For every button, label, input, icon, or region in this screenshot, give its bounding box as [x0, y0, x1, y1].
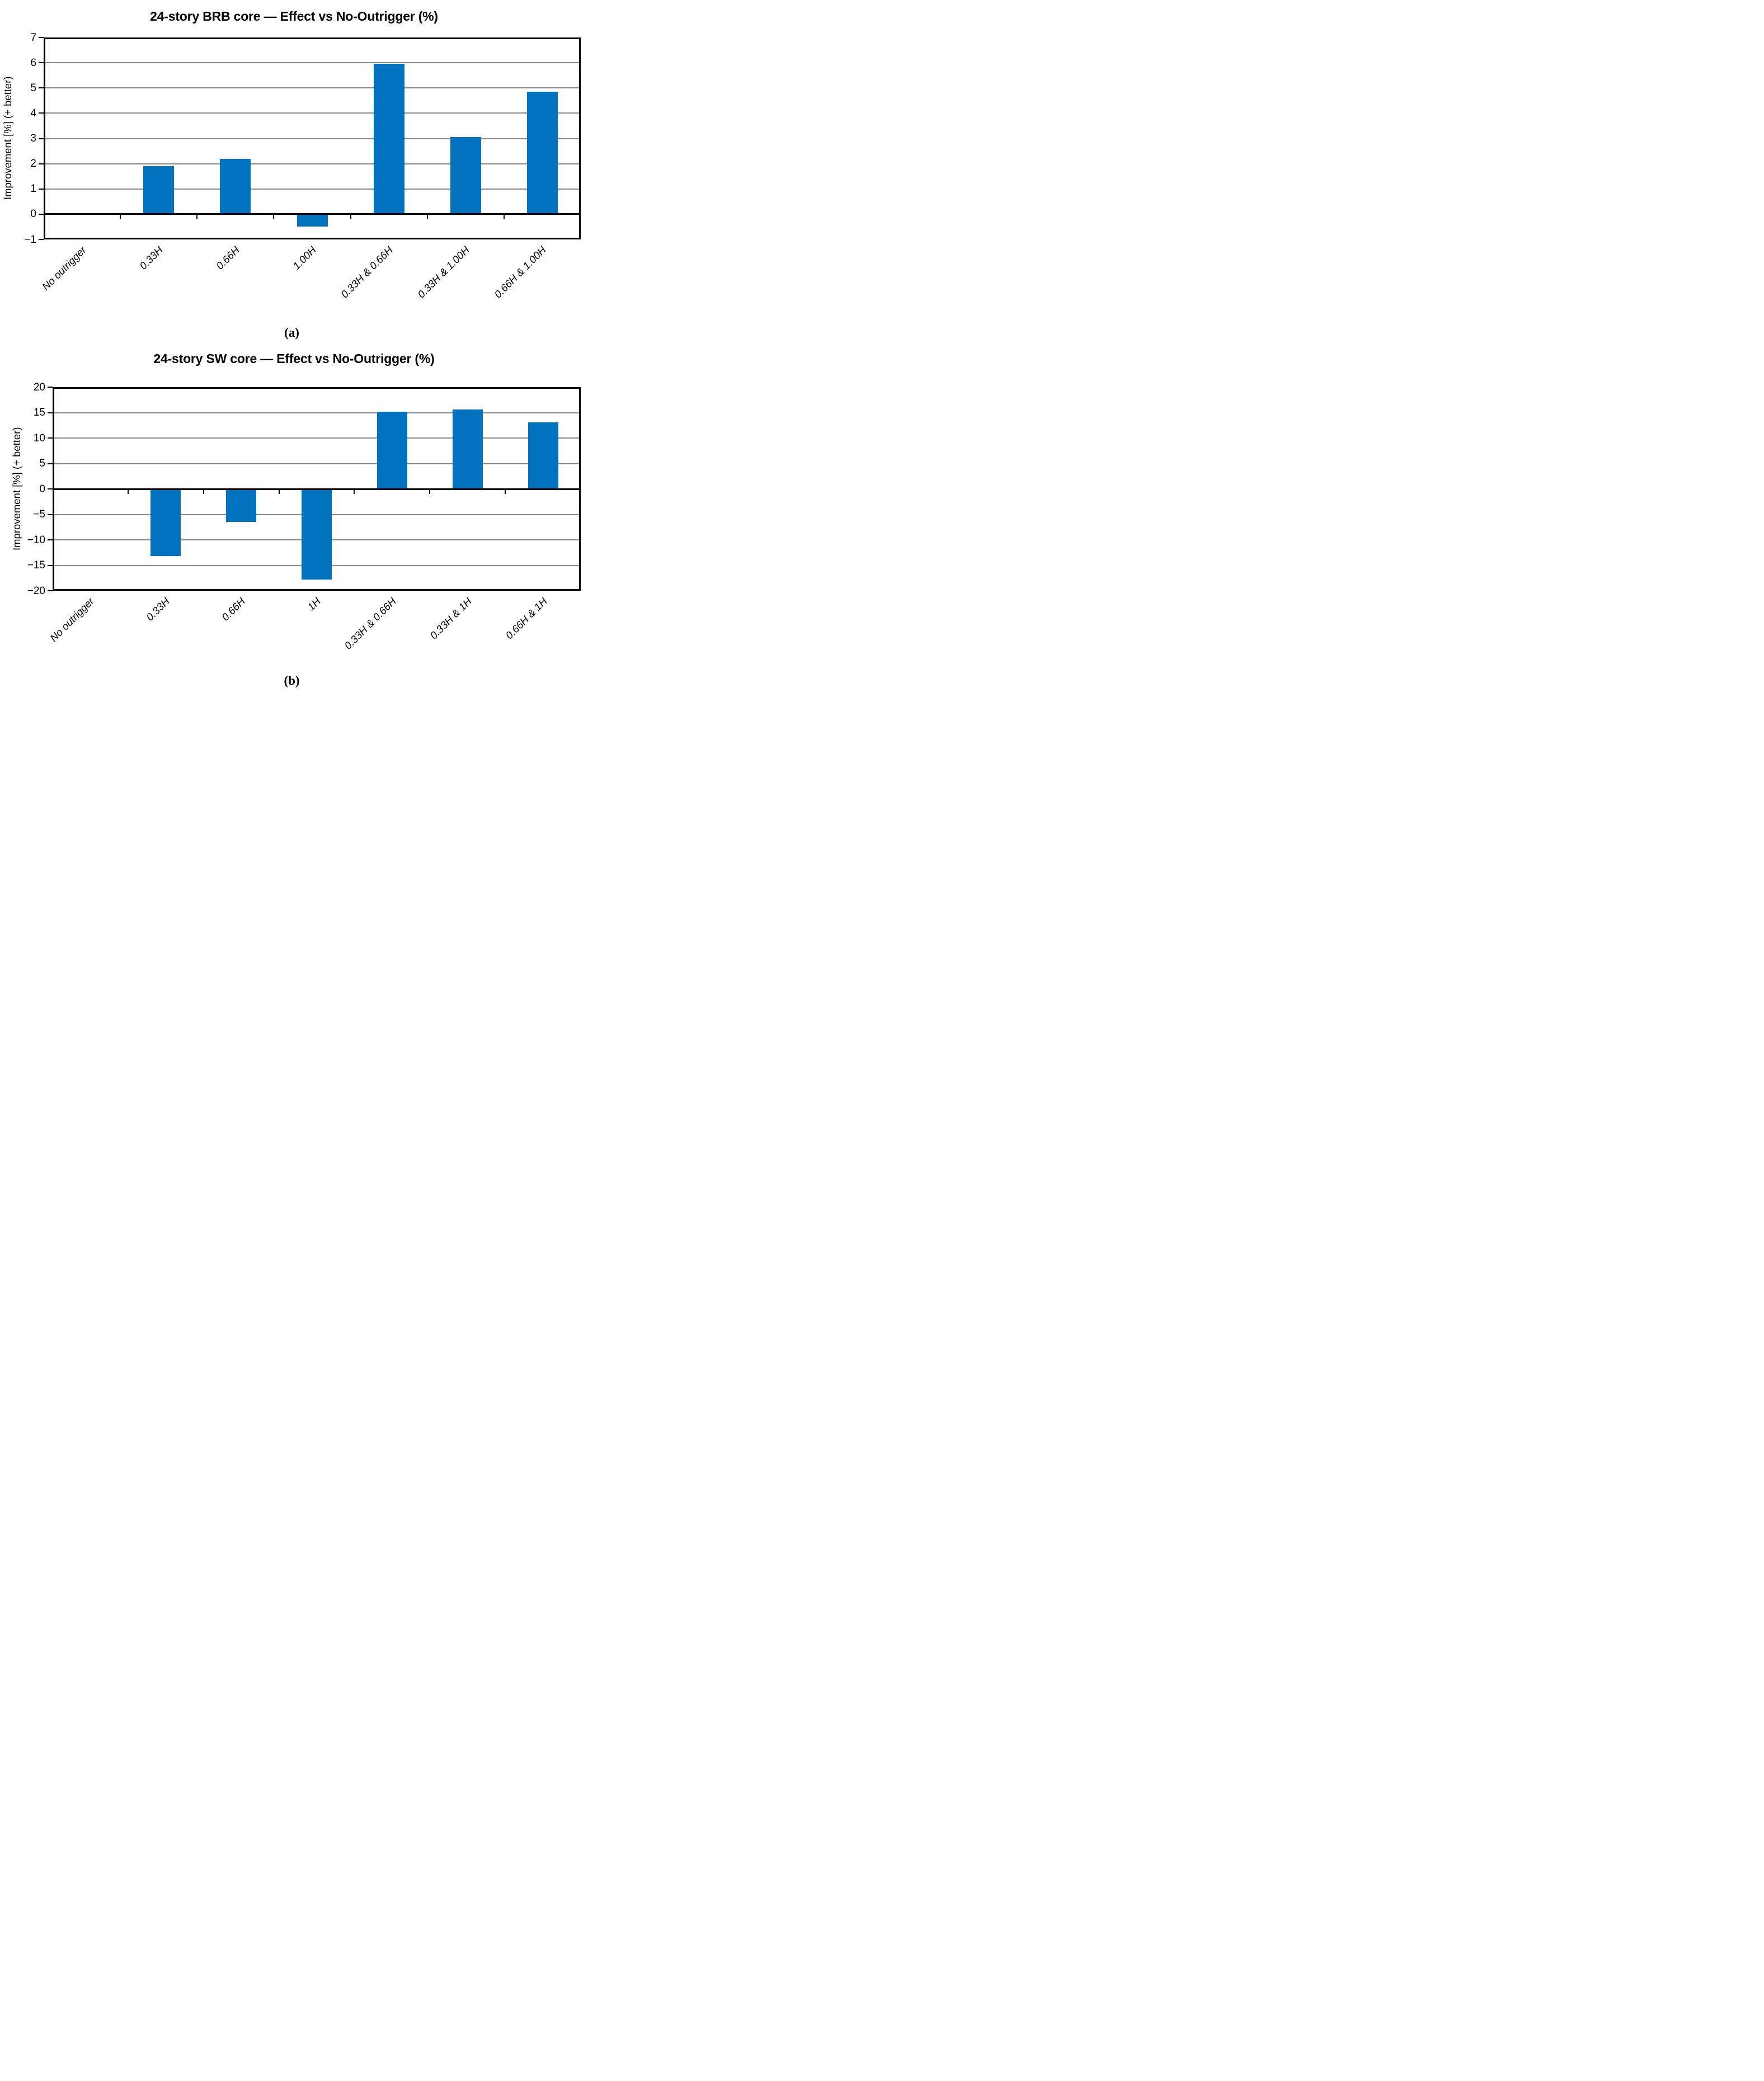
gridline	[45, 138, 579, 139]
y-axis-tick	[48, 412, 53, 413]
y-axis-tick-label: 6	[30, 57, 36, 69]
x-axis-tick	[429, 489, 431, 494]
gridline	[45, 87, 579, 89]
y-axis-tick	[39, 87, 44, 89]
y-axis-tick	[39, 163, 44, 164]
gridline	[54, 412, 579, 413]
x-axis-tick	[120, 214, 121, 219]
y-axis-tick-label: 5	[30, 82, 36, 94]
y-axis-tick	[48, 539, 53, 540]
bar-0.66H & 1H	[528, 422, 558, 489]
bar-0.66H	[226, 489, 256, 522]
y-axis-tick-label: −5	[33, 509, 45, 520]
y-axis-tick	[39, 239, 44, 240]
x-axis-category-label-text: 0.66H & 1.00H	[492, 244, 549, 300]
x-axis-tick	[203, 489, 204, 494]
chart-a-title: 24-story BRB core — Effect vs No-Outrigg…	[150, 9, 438, 23]
y-axis-tick	[48, 488, 53, 489]
y-axis-tick	[48, 387, 53, 388]
gridline	[54, 463, 579, 464]
y-axis-tick-label: 7	[30, 31, 36, 44]
bar-0.66H	[220, 158, 251, 214]
y-axis-tick-label: −1	[24, 233, 36, 246]
y-axis-tick-label: 0	[30, 208, 36, 220]
x-axis-category-label: 0.66H & 1H	[429, 595, 549, 641]
bar-0.33H	[150, 489, 181, 557]
gridline	[45, 112, 579, 114]
bar-1.00H	[297, 214, 328, 227]
x-axis-zero-line	[44, 213, 581, 215]
bar-0.33H & 1.00H	[450, 137, 481, 214]
x-axis-tick	[354, 489, 355, 494]
figure-canvas: 24-story BRB core — Effect vs No-Outrigg…	[0, 0, 588, 694]
y-axis-tick	[48, 463, 53, 464]
y-axis-tick-label: −20	[27, 585, 45, 597]
plot-border	[53, 387, 581, 591]
bar-0.33H	[143, 166, 174, 214]
y-axis-tick-label: 3	[30, 133, 36, 144]
y-axis-tick	[39, 62, 44, 64]
y-axis-tick	[39, 213, 44, 215]
y-axis-tick-label: −10	[27, 534, 45, 546]
x-axis-tick	[278, 489, 280, 494]
bar-1H	[302, 489, 332, 580]
y-axis-tick	[48, 514, 53, 515]
x-axis-tick	[426, 214, 428, 219]
chart-a-caption: (a)	[284, 326, 299, 340]
bar-0.33H & 0.66H	[374, 64, 404, 214]
y-axis-tick	[39, 112, 44, 114]
x-axis-tick	[196, 214, 198, 219]
y-axis-tick-label: 4	[30, 107, 36, 119]
y-axis-tick-label: 2	[30, 158, 36, 170]
x-axis-tick	[350, 214, 351, 219]
x-axis-tick	[505, 489, 506, 494]
y-axis-tick	[48, 437, 53, 439]
gridline	[54, 437, 579, 439]
gridline	[45, 163, 579, 164]
y-axis-tick-label: 1	[30, 183, 36, 195]
x-axis-category-label: 0.66H & 1.00H	[428, 244, 549, 300]
y-axis-tick	[48, 590, 53, 591]
y-axis-tick-label: 10	[33, 432, 45, 444]
y-axis-tick-label: −15	[27, 559, 45, 571]
y-axis-tick	[39, 188, 44, 190]
y-axis-tick	[39, 138, 44, 139]
y-axis-tick-label: 5	[39, 458, 45, 469]
x-axis-tick	[127, 489, 129, 494]
gridline	[45, 188, 579, 190]
x-axis-zero-line	[53, 488, 581, 490]
y-axis-tick-label: 0	[39, 483, 45, 495]
plot-border	[44, 37, 581, 239]
y-axis-tick-label: 15	[33, 407, 45, 418]
y-axis-tick-label: 20	[33, 381, 45, 393]
x-axis-tick	[273, 214, 275, 219]
x-axis-tick	[503, 214, 505, 219]
x-axis-category-label-text: 0.66H & 1H	[502, 595, 549, 642]
y-axis-tick	[48, 564, 53, 566]
y-axis-tick	[39, 37, 44, 38]
gridline	[45, 62, 579, 64]
chart-b-title: 24-story SW core — Effect vs No-Outrigge…	[153, 351, 435, 366]
chart-b-caption: (b)	[284, 674, 300, 688]
bar-0.33H & 1H	[453, 409, 483, 489]
bar-0.33H & 0.66H	[377, 411, 407, 489]
bar-0.66H & 1.00H	[527, 92, 558, 214]
